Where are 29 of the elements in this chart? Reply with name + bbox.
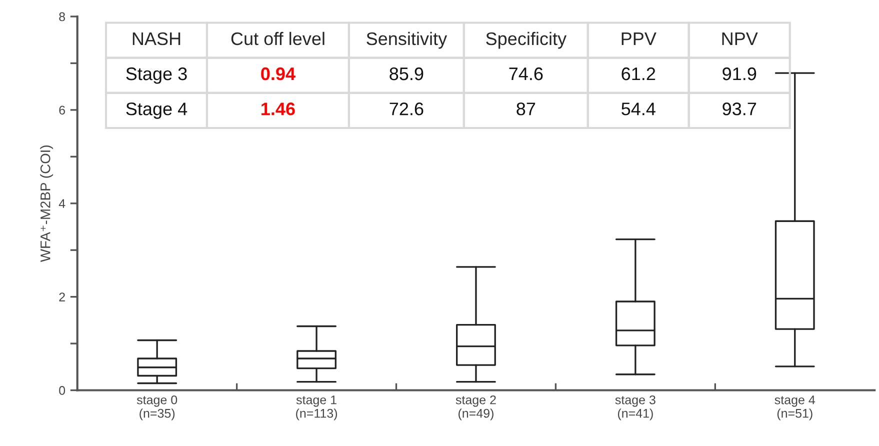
- y-tick-label: 6: [59, 106, 65, 115]
- x-tick-label: stage 2 (n=49): [456, 395, 496, 420]
- annotation: 72.6: [390, 102, 424, 116]
- y-tick-label: 2: [59, 292, 65, 302]
- annotation: Stage 4: [126, 102, 188, 119]
- category-label: Specificity: [486, 32, 567, 49]
- category-label: Sensitivity: [366, 32, 448, 49]
- annotation: 74.6: [509, 67, 543, 80]
- category-label: Cut off level: [231, 32, 324, 46]
- annotation: 0.94: [261, 67, 296, 80]
- y-tick-label: 8: [59, 12, 66, 22]
- annotation: 93.7: [722, 102, 756, 116]
- x-tick-label: stage 4 (n=51): [774, 396, 816, 420]
- annotation: 85.9: [390, 67, 424, 80]
- category-label: PPV: [622, 32, 656, 45]
- annotation: 1.46: [262, 102, 295, 116]
- x-tick-label: stage 3 (n=41): [615, 395, 656, 420]
- annotation: 91.9: [722, 67, 756, 80]
- x-tick-label: stage 1 (n=113): [296, 396, 338, 420]
- annotation: 54.4: [622, 102, 656, 116]
- y-tick-label: 4: [58, 199, 66, 208]
- category-label: NPV: [722, 32, 758, 45]
- y-axis-title: WFA⁺-M2BP (COI): [40, 146, 54, 262]
- annotation: 87: [516, 102, 536, 116]
- x-tick-label: stage 0 (n=35): [136, 395, 178, 420]
- y-tick-label: 0: [59, 386, 66, 395]
- annotation: 61.2: [622, 67, 656, 80]
- category-label: NASH: [132, 32, 180, 46]
- annotation: Stage 3: [126, 67, 187, 84]
